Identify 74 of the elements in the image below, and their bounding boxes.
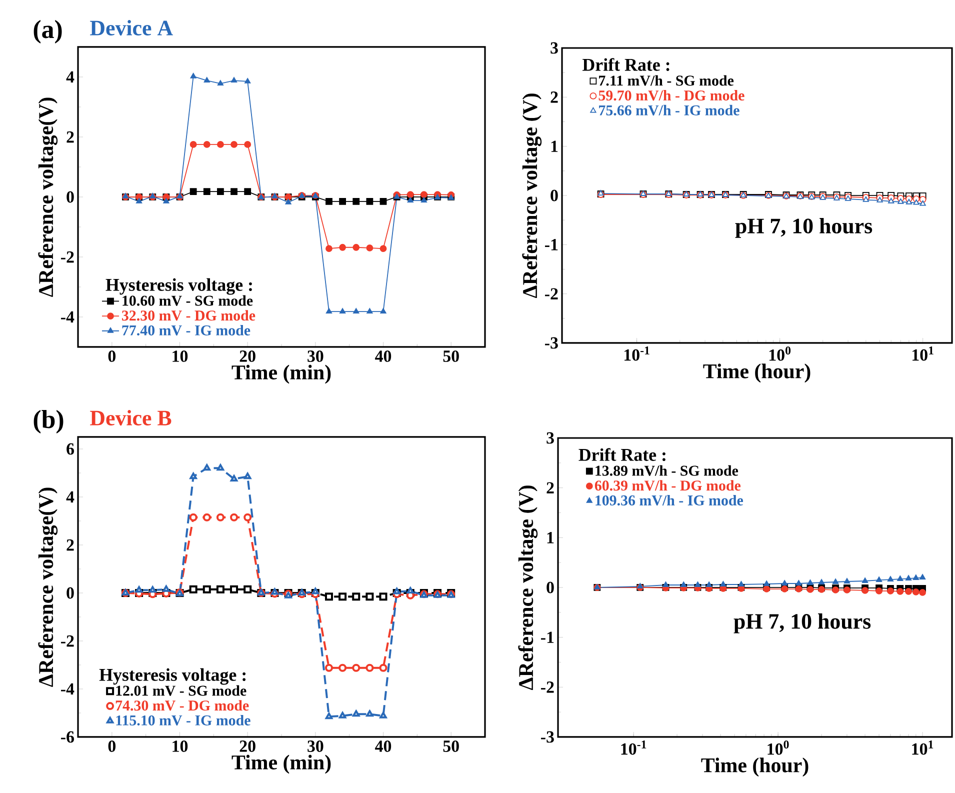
legend-label: 75.66 mV/h - IG mode	[599, 104, 740, 116]
y-tick-label: 6	[66, 443, 74, 455]
legend-label: 12.01 mV - SG mode	[116, 685, 246, 696]
y-tick-label: 4	[66, 71, 74, 83]
legend-label: 32.30 mV - DG mode	[122, 310, 256, 321]
x-tick-label: 10$^{-1}$	[621, 740, 646, 755]
chart-title: Device B	[90, 410, 172, 426]
y-tick-label: -4	[61, 311, 74, 323]
x-tick-label: 40	[375, 350, 392, 362]
x-tick-label: 20	[240, 350, 256, 362]
x-tick-label: 10$^{0}$	[769, 346, 791, 361]
y-tick-label: -6	[61, 731, 74, 743]
y-tick-label: 0	[66, 587, 74, 599]
legend-title: Hysteresis voltage :	[99, 668, 246, 685]
y-tick-label: 2	[550, 92, 558, 103]
chart-title: Device A	[90, 20, 173, 36]
text: (a)	[34, 20, 62, 44]
y-tick-label: -3	[545, 337, 558, 349]
legend-title: Hysteresis voltage :	[106, 278, 252, 295]
y-tick-label: 1	[551, 140, 558, 152]
y-axis-title: ΔReference voltage (V)	[518, 486, 538, 690]
y-tick-label: -4	[61, 683, 74, 695]
y-tick-label: -1	[545, 239, 558, 250]
y-tick-label: -2	[61, 251, 74, 263]
x-axis-title: Time (min)	[232, 364, 331, 384]
legend-label: 74.30 mV - DG mode	[116, 700, 249, 711]
legend-title: Drift Rate :	[578, 448, 666, 462]
x-tick-label: 10$^{0}$	[768, 740, 789, 755]
y-axis-title: ΔReference voltage (V)	[522, 94, 542, 298]
legend-label: 109.36 mV/h - IG mode	[596, 494, 744, 506]
x-axis-title: Time (hour)	[701, 758, 808, 777]
text: (b)	[34, 410, 64, 434]
x-tick-label: 0	[108, 350, 116, 362]
x-tick-label: 30	[308, 740, 324, 752]
y-tick-label: 3	[546, 432, 554, 444]
y-tick-label: 0	[546, 582, 554, 594]
y-tick-label: -2	[61, 635, 74, 647]
y-axis-title: ΔReference voltage(V)	[38, 98, 58, 297]
x-axis-title: Time (min)	[232, 754, 331, 774]
annotation: pH 7, 10 hours	[734, 613, 871, 634]
x-tick-label: 50	[443, 740, 459, 752]
x-tick-label: 0	[108, 740, 116, 752]
y-tick-label: -2	[545, 288, 558, 300]
annotation: pH 7, 10 hours	[735, 218, 872, 238]
legend-label: 59.70 mV/h - DG mode	[598, 90, 744, 101]
legend-label: 77.40 mV - IG mode	[122, 324, 250, 336]
y-tick-label: 4	[66, 491, 74, 503]
x-tick-label: 10$^{1}$	[912, 346, 934, 361]
y-tick-label: 0	[66, 191, 74, 203]
x-tick-label: 10$^{-1}$	[624, 346, 650, 361]
legend-label: 13.89 mV/h - SG mode	[596, 465, 738, 476]
x-tick-label: 10$^{1}$	[912, 740, 934, 755]
x-tick-label: 40	[375, 740, 392, 752]
y-tick-label: 2	[66, 539, 74, 551]
legend-title: Drift Rate :	[582, 58, 670, 71]
x-axis-title: Time (hour)	[703, 364, 810, 383]
x-tick-label: 20	[240, 740, 256, 752]
x-tick-label: 30	[308, 350, 324, 362]
y-tick-label: -1	[541, 632, 554, 643]
y-tick-label: 0	[550, 190, 558, 202]
y-tick-label: 1	[547, 532, 554, 544]
x-tick-label: 50	[443, 350, 459, 362]
y-tick-label: -2	[541, 682, 554, 693]
y-tick-label: -3	[541, 731, 554, 743]
y-tick-label: 3	[550, 42, 558, 54]
x-tick-label: 10	[172, 740, 188, 752]
y-tick-label: 2	[546, 482, 554, 494]
legend-label: 115.10 mV - IG mode	[116, 714, 250, 726]
legend-label: 10.60 mV - SG mode	[122, 295, 253, 306]
x-tick-label: 10	[172, 350, 188, 362]
legend-label: 60.39 mV/h - DG mode	[594, 480, 741, 491]
legend-label: 7.11 mV/h - SG mode	[599, 75, 734, 86]
y-axis-title: ΔReference voltage(V)	[38, 488, 58, 687]
y-tick-label: 2	[66, 131, 74, 143]
